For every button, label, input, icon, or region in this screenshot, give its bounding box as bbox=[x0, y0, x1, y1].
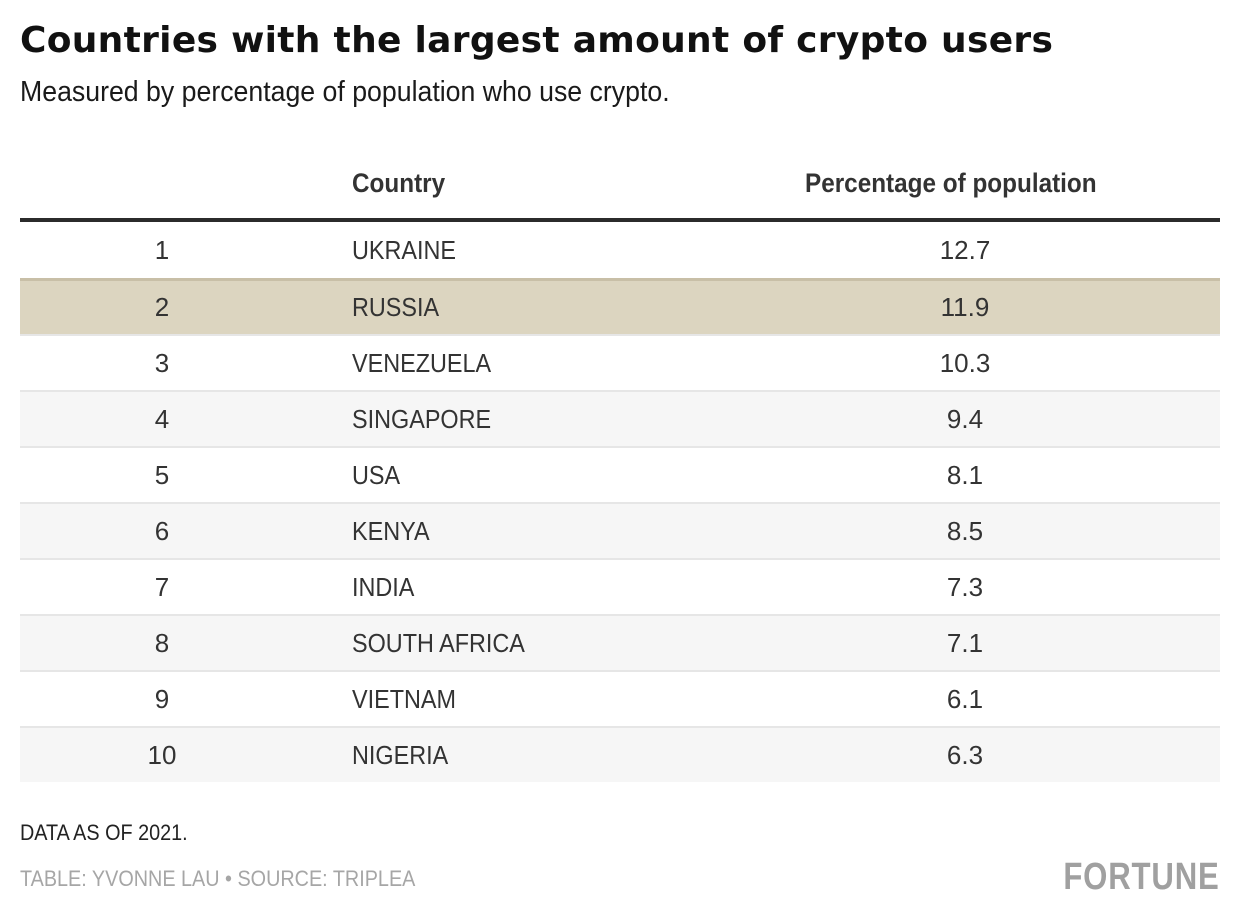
percentage-cell: 7.3 bbox=[946, 571, 984, 602]
rank-cell: 3 bbox=[154, 347, 170, 378]
fortune-logo: FORTUNE bbox=[1063, 856, 1220, 898]
percentage-cell: 12.7 bbox=[939, 234, 991, 265]
country-cell: VIETNAM bbox=[352, 683, 457, 714]
table-row: 8 SOUTH AFRICA 7.1 bbox=[20, 614, 1220, 670]
percentage-cell: 6.1 bbox=[946, 683, 984, 714]
rank-cell: 4 bbox=[154, 403, 170, 434]
chart-subtitle: Measured by percentage of population who… bbox=[20, 76, 670, 108]
table-body: 1 UKRAINE 12.7 2 RUSSIA 11.9 3 VENEZUELA 10.3 4 SI… bbox=[20, 222, 1220, 782]
percentage-cell: 6.3 bbox=[946, 739, 984, 770]
table-row: 3 VENEZUELA 10.3 bbox=[20, 334, 1220, 390]
rank-cell: 7 bbox=[154, 571, 170, 602]
table-row: 5 USA 8.1 bbox=[20, 446, 1220, 502]
percentage-cell: 10.3 bbox=[939, 347, 991, 378]
rank-cell: 1 bbox=[154, 234, 170, 265]
country-cell: RUSSIA bbox=[352, 292, 440, 322]
rank-cell: 2 bbox=[154, 292, 170, 322]
percentage-cell: 11.9 bbox=[940, 292, 990, 322]
table-row: 6 KENYA 8.5 bbox=[20, 502, 1220, 558]
percentage-cell: 9.4 bbox=[946, 403, 984, 434]
percentage-cell: 8.5 bbox=[946, 515, 984, 546]
table-header: Country Percentage of population bbox=[20, 160, 1220, 222]
country-cell: INDIA bbox=[352, 571, 415, 602]
chart-title: Countries with the largest amount of cry… bbox=[20, 20, 1054, 61]
rank-cell: 9 bbox=[154, 683, 170, 714]
rank-cell: 6 bbox=[154, 515, 170, 546]
rank-cell: 5 bbox=[154, 459, 170, 490]
table-row: 10 NIGERIA 6.3 bbox=[20, 726, 1220, 782]
country-cell: SINGAPORE bbox=[352, 403, 492, 434]
country-cell: SOUTH AFRICA bbox=[352, 627, 525, 658]
country-cell: VENEZUELA bbox=[352, 347, 492, 378]
column-header-percentage: Percentage of population bbox=[805, 168, 1097, 198]
rank-cell: 10 bbox=[147, 739, 177, 770]
percentage-cell: 7.1 bbox=[946, 627, 984, 658]
table-row: 2 RUSSIA 11.9 bbox=[20, 278, 1220, 334]
country-cell: KENYA bbox=[352, 515, 430, 546]
country-cell: USA bbox=[352, 459, 401, 490]
column-header-country: Country bbox=[352, 168, 446, 198]
data-table: Country Percentage of population 1 UKRAIN… bbox=[20, 160, 1220, 782]
table-row: 4 SINGAPORE 9.4 bbox=[20, 390, 1220, 446]
rank-cell: 8 bbox=[154, 627, 170, 658]
percentage-cell: 8.1 bbox=[946, 459, 984, 490]
table-row: 9 VIETNAM 6.1 bbox=[20, 670, 1220, 726]
data-note: DATA AS OF 2021. bbox=[20, 820, 188, 845]
source-credit: TABLE: YVONNE LAU • SOURCE: TRIPLEA bbox=[20, 866, 416, 891]
country-cell: UKRAINE bbox=[352, 234, 457, 265]
table-row: 1 UKRAINE 12.7 bbox=[20, 222, 1220, 278]
country-cell: NIGERIA bbox=[352, 739, 449, 770]
table-row: 7 INDIA 7.3 bbox=[20, 558, 1220, 614]
